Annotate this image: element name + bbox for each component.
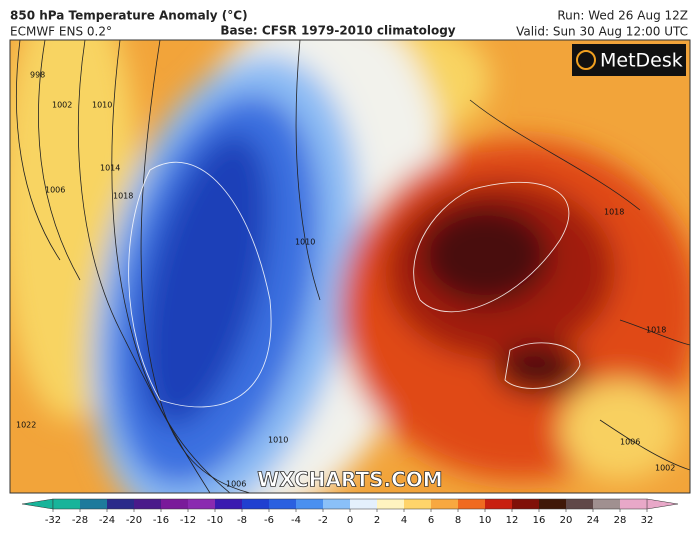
- colorbar-label: 28: [614, 515, 627, 526]
- colorbar-label: 12: [506, 515, 519, 526]
- colorbar-segment: [458, 499, 486, 509]
- colorbar-segment: [350, 499, 378, 509]
- colorbar-label: 0: [347, 515, 353, 526]
- colorbar-label: -10: [207, 515, 223, 526]
- isobar-label: 1006: [226, 480, 246, 489]
- colorbar-label: 10: [479, 515, 492, 526]
- colorbar-label: 24: [587, 515, 600, 526]
- isobar-label: 1018: [604, 208, 624, 217]
- colorbar-label: -32: [45, 515, 61, 526]
- colorbar-segment: [512, 499, 540, 509]
- colorbar-label: -16: [153, 515, 169, 526]
- colorbar-label: -12: [180, 515, 196, 526]
- colorbar-label: -2: [318, 515, 328, 526]
- colorbar-segment: [404, 499, 432, 509]
- isobar-label: 1002: [52, 101, 72, 110]
- watermark: WXCHARTS.COM: [257, 468, 442, 492]
- colorbar-segment: [107, 499, 135, 509]
- colorbar-segment: [242, 499, 270, 509]
- colorbar-segment: [215, 499, 243, 509]
- colorbar-label: 6: [428, 515, 434, 526]
- colorbar-label: 2: [374, 515, 380, 526]
- isobar-label: 1018: [113, 192, 133, 201]
- colorbar-segment: [53, 499, 81, 509]
- isobar-label: 1010: [295, 238, 315, 247]
- isobar-label: 1014: [100, 164, 120, 173]
- colorbar-segment: [539, 499, 567, 509]
- colorbar-segment: [296, 499, 324, 509]
- isobar-label: 1010: [92, 101, 112, 110]
- colorbar-label: -28: [72, 515, 88, 526]
- colorbar-segment: [269, 499, 297, 509]
- colorbar-end: [646, 498, 679, 510]
- colorbar-segment: [431, 499, 459, 509]
- colorbar-label: -4: [291, 515, 301, 526]
- colorbar-segment: [566, 499, 594, 509]
- colorbar-label: 8: [455, 515, 461, 526]
- colorbar: -32 -28 -24 -20 -16 -12 -10 -8 -6 -4 -2 0 2 4 6 8 10 12 16…: [21, 498, 679, 526]
- base: Base: CFSR 1979-2010 climatology: [220, 24, 455, 38]
- isobar-label: 1010: [268, 436, 288, 445]
- colorbar-segment: [80, 499, 108, 509]
- isobar-label: 1018: [646, 326, 666, 335]
- isobar-label: 998: [30, 71, 45, 80]
- colorbar-segment: [188, 499, 216, 509]
- logo-box: [572, 44, 686, 76]
- colorbar-label: 32: [641, 515, 654, 526]
- colorbar-label: -24: [99, 515, 115, 526]
- colorbar-segment: [377, 499, 405, 509]
- colorbar-label: 20: [560, 515, 573, 526]
- colorbar-segment: [593, 499, 621, 509]
- model: ECMWF ENS 0.2°: [10, 25, 112, 39]
- isobar-label: 1006: [620, 438, 640, 447]
- title: 850 hPa Temperature Anomaly (°C): [10, 9, 248, 23]
- valid: Valid: Sun 30 Aug 12:00 UTC: [516, 25, 688, 39]
- colorbar-label: -20: [126, 515, 142, 526]
- colorbar-segment: [134, 499, 162, 509]
- colorbar-label: 4: [401, 515, 407, 526]
- colorbar-label: -6: [264, 515, 274, 526]
- colorbar-segment: [161, 499, 189, 509]
- colorbar-segment: [620, 499, 648, 509]
- logo: MetDesk: [600, 50, 683, 72]
- colorbar-end: [21, 498, 54, 510]
- colorbar-segment: [323, 499, 351, 509]
- colorbar-segment: [485, 499, 513, 509]
- colorbar-label: 16: [533, 515, 546, 526]
- isobar-label: 1022: [16, 421, 36, 430]
- isobar-label: 1006: [45, 186, 65, 195]
- colorbar-label: -8: [237, 515, 247, 526]
- isobar-label: 1002: [655, 464, 675, 473]
- run: Run: Wed 26 Aug 12Z: [557, 9, 688, 23]
